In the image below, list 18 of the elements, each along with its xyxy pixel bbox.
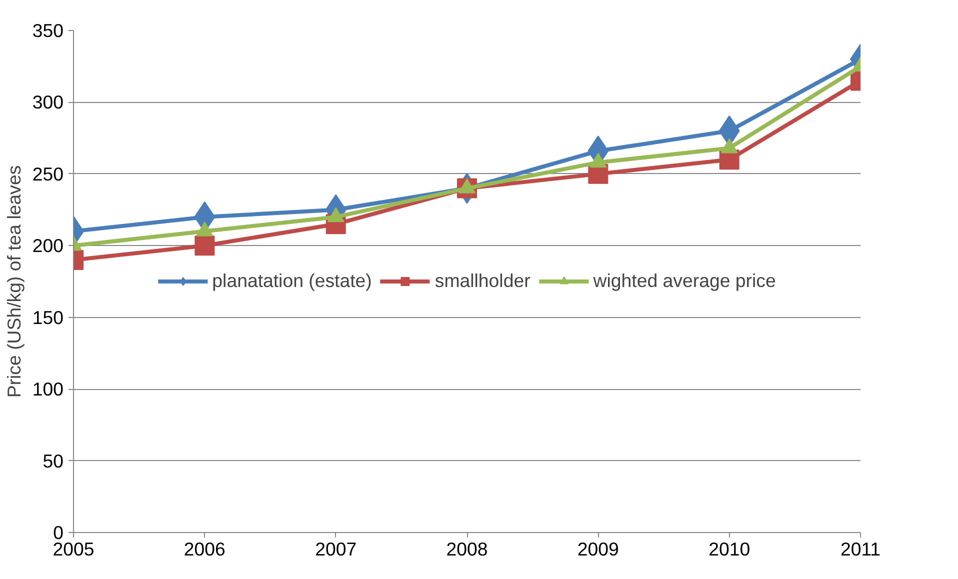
- point: [194, 236, 215, 256]
- x-tick-label: 2006: [184, 538, 226, 560]
- x-tick-label: 2010: [708, 538, 750, 560]
- legend-label: planatation (estate): [212, 270, 372, 292]
- y-tick-label: 350: [32, 20, 64, 41]
- y-tick-label: 250: [32, 163, 64, 184]
- legend-label: smallholder: [434, 270, 530, 292]
- x-tick-label: 2011: [840, 538, 881, 560]
- y-tick-label: 300: [32, 92, 64, 113]
- y-tick-label: 50: [42, 450, 64, 472]
- y-axis-title: Price (USh/kg) of tea leaves: [3, 165, 24, 398]
- y-tick-label: 200: [32, 235, 64, 256]
- x-tick-label: 2007: [315, 538, 357, 560]
- x-tick-label: 2008: [446, 538, 488, 560]
- x-tick-label: 2009: [577, 538, 619, 560]
- y-tick-label: 150: [32, 306, 64, 328]
- legend-label: wighted average price: [593, 270, 776, 292]
- y-tick-label: 100: [32, 378, 64, 400]
